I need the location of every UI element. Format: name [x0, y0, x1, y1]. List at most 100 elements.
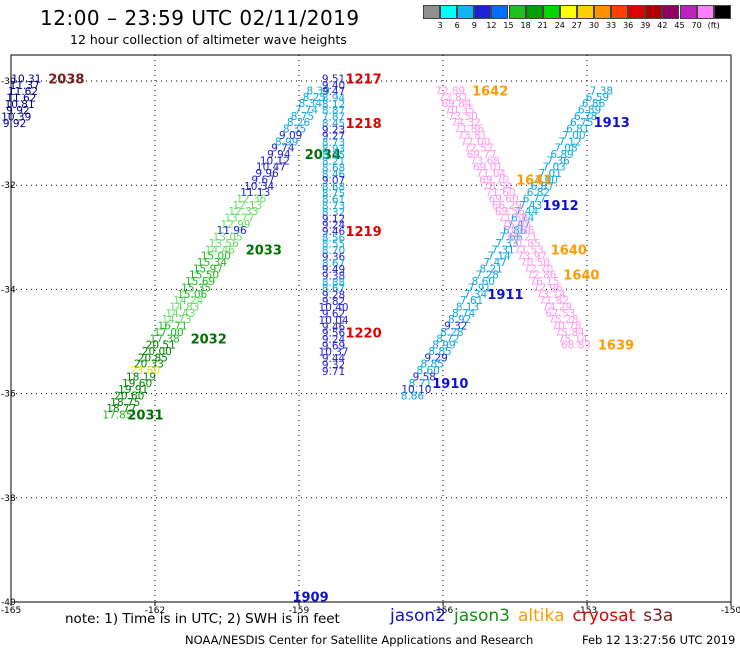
swh-value: 72.70: [523, 263, 553, 275]
swh-value: 8.99: [275, 136, 298, 148]
pass-time-label: 2033: [246, 243, 282, 258]
swh-value: 74.29: [542, 302, 572, 314]
pass-time-label: 2038: [48, 72, 84, 87]
colorbar-label: 30: [588, 21, 600, 30]
swh-value: 12.33: [228, 206, 258, 218]
swh-value: 8.74: [452, 308, 476, 320]
swh-value: 7.43: [519, 200, 542, 212]
swh-value: 7.44: [515, 206, 539, 218]
swh-value: 6.82: [527, 187, 550, 199]
swh-value: 8.35: [283, 124, 306, 136]
swh-value: 13.56: [209, 238, 239, 250]
colorbar-label: 33: [606, 21, 617, 30]
swh-value: 17.38: [150, 333, 180, 345]
legend-satellite-jason3: jason3: [454, 606, 510, 626]
swh-value: 76.15: [529, 276, 559, 288]
colorbar-swatch: [474, 5, 492, 19]
colorbar-label: 42: [657, 21, 668, 30]
swh-value: 8.73: [322, 201, 345, 213]
subtitle: 12 hour collection of altimeter wave hei…: [70, 32, 347, 47]
swh-value: 10.81: [5, 99, 35, 111]
swh-value: 20.33: [134, 359, 164, 371]
swh-value: 71.04: [476, 168, 506, 180]
swh-value: 75.84: [555, 327, 585, 339]
swh-value: 10.12: [260, 155, 290, 167]
swh-value: 70.78: [551, 321, 581, 333]
pass-time-label: 1912: [542, 199, 578, 214]
swh-value: 73.68: [470, 155, 500, 167]
swh-value: 8.94: [322, 93, 346, 105]
swh-value: 6.74: [511, 213, 535, 225]
colorbar-swatch: [491, 5, 509, 19]
lon-tick-label: -156: [433, 606, 454, 616]
swh-value: 11.62: [6, 93, 36, 105]
swh-value: 20.51: [146, 340, 176, 352]
swh-value: 18.75: [110, 397, 140, 409]
swh-value: 20.85: [138, 352, 168, 364]
colorbar-label: 27: [571, 21, 582, 30]
swh-value: 69.77: [467, 149, 497, 161]
swh-value: 7.00: [562, 130, 585, 142]
swh-value: 71.86: [454, 124, 484, 136]
swh-value: 20.00: [142, 346, 172, 358]
swh-value: 72.89: [435, 85, 465, 97]
lon-tick-label: -150: [721, 606, 740, 616]
lat-tick-label: -40: [1, 598, 16, 608]
colorbar-swatch: [525, 5, 543, 19]
pass-time-label: 1640: [563, 269, 599, 284]
swh-value: 10.37: [319, 347, 349, 359]
swh-value: 8.75: [291, 111, 314, 123]
pass-time-label: 1220: [345, 327, 381, 342]
swh-value: 9.71: [322, 366, 345, 378]
swh-value: 9.82: [322, 296, 345, 308]
legend-satellite-jason2: jason2: [390, 606, 446, 626]
swh-value: 72.57: [463, 143, 493, 155]
swh-value: 15.35: [181, 282, 211, 294]
swh-value: 9.62: [322, 309, 345, 321]
swh-value: 8.45: [322, 118, 345, 130]
swh-value: 8.85: [420, 359, 443, 371]
pass-time-label: 1911: [487, 288, 523, 303]
swh-value: 71.56: [498, 213, 528, 225]
swh-value: 9.96: [255, 168, 279, 180]
swh-value: 15.34: [197, 257, 227, 269]
swh-value: 8.86: [401, 390, 425, 402]
swh-value: 6.77: [523, 193, 546, 205]
swh-value: 67.53: [545, 308, 575, 320]
swh-value: 6.89: [550, 149, 573, 161]
lat-tick-label: -38: [1, 494, 16, 504]
swh-value: 69.84: [441, 98, 471, 110]
swh-value: 7.61: [460, 295, 483, 307]
swh-value: 75.14: [558, 333, 588, 345]
swh-value: 14.46: [205, 244, 235, 256]
swh-value: 8.71: [409, 378, 432, 390]
pass-time-label: 1640: [551, 243, 587, 258]
pass-time-label: 1218: [345, 117, 381, 132]
swh-value: 66.29: [492, 200, 522, 212]
lon-tick-label: -153: [577, 606, 597, 616]
swh-value: 11.37: [10, 80, 40, 92]
swh-value: 8.99: [432, 340, 455, 352]
swh-value: 6.86: [503, 225, 527, 237]
colorbar-label: 36: [623, 21, 634, 30]
swh-value: 8.39: [307, 85, 330, 97]
pass-time-label: 1217: [345, 72, 381, 87]
swh-value: 7.74: [295, 104, 319, 116]
swh-value: 69.21: [507, 232, 537, 244]
swh-value: 9.24: [322, 220, 346, 232]
swh-value: 8.32: [322, 207, 345, 219]
lat-tick-label: -36: [1, 390, 16, 400]
swh-value: 6.86: [582, 98, 606, 110]
colorbar-label: 3: [437, 21, 443, 30]
lon-tick-label: -165: [1, 606, 21, 616]
swh-value: 8.85: [428, 346, 451, 358]
swh-value: 77.00: [460, 136, 490, 148]
swh-value: 69.70: [479, 174, 509, 186]
swh-value: 9.09: [279, 130, 302, 142]
swh-value: 12.13: [232, 200, 262, 212]
colorbar-swatch: [662, 5, 680, 19]
swh-value: 6.59: [586, 92, 609, 104]
colorbar-swatch: [696, 5, 714, 19]
legend-satellite-cryosat: cryosat: [572, 606, 636, 626]
swh-value: 9.69: [322, 340, 345, 352]
